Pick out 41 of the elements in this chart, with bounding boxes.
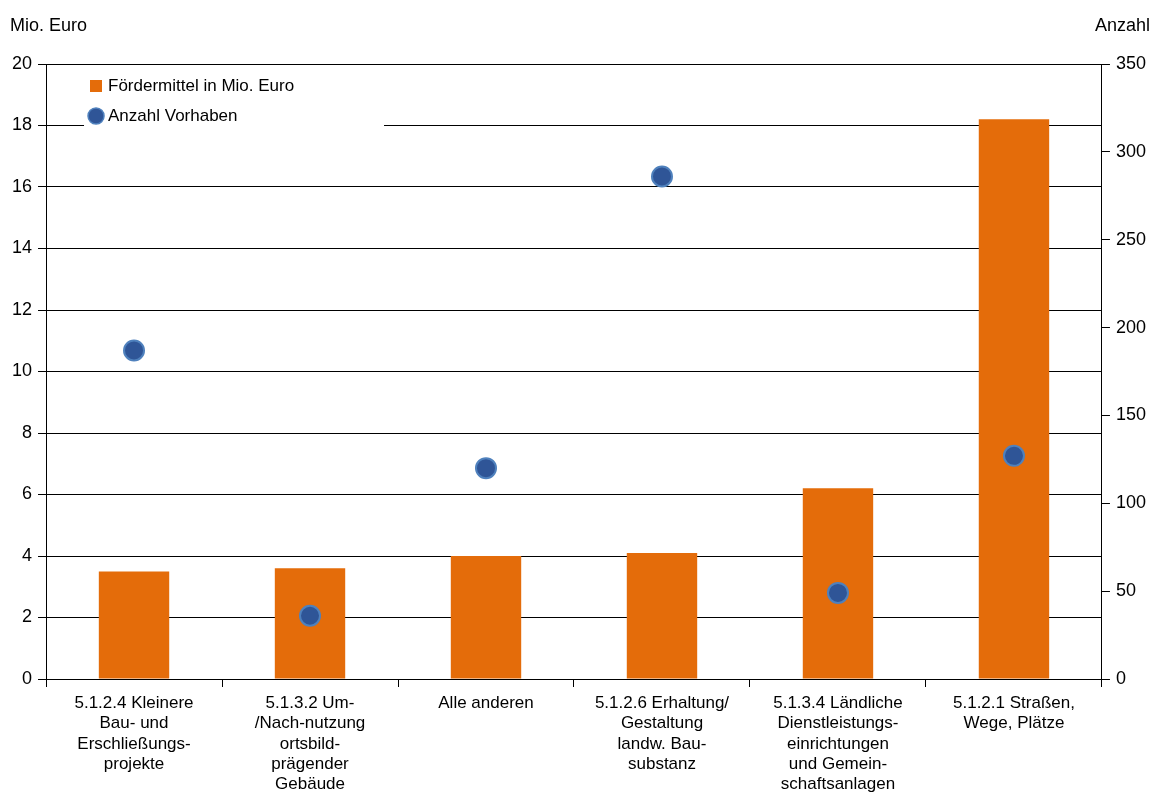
x-tick-label: Alle anderen (438, 692, 534, 712)
point (123, 339, 146, 362)
y-tick-label: 18 (11, 114, 33, 135)
y2-tick-label: 100 (1115, 492, 1147, 513)
point (1002, 444, 1025, 467)
y-tick-label: 10 (11, 360, 33, 381)
x-tick-label: 5.1.2.1 Straßen, Wege, Plätze (953, 692, 1075, 733)
legend-label: Anzahl Vorhaben (108, 105, 238, 125)
bar (98, 571, 170, 679)
y-tick-label: 8 (22, 421, 33, 442)
bar (274, 568, 346, 679)
y-tick-label: 2 (22, 606, 33, 627)
y2-tick-label: 250 (1115, 228, 1147, 249)
y-tick-label: 4 (22, 544, 33, 565)
point (475, 457, 497, 480)
point (650, 165, 673, 188)
y2-tick-label: 150 (1115, 404, 1147, 425)
y-tick-label: 20 (11, 52, 33, 73)
y-axis-title: Mio. Euro (10, 14, 88, 35)
y2-tick-label: 200 (1115, 316, 1147, 337)
bar (802, 488, 874, 679)
point (826, 581, 849, 604)
y2-axis-title: Anzahl (1094, 14, 1150, 35)
y2-tick-label: 300 (1115, 140, 1147, 161)
y-tick-label: 6 (22, 483, 33, 504)
y-tick-label: 16 (11, 175, 33, 196)
y-tick-label: 12 (11, 298, 33, 319)
x-tick-label: 5.1.3.4 Ländliche Dienstleistungs-einrichtungen und Gemein-schaftsanlagen (773, 692, 903, 794)
y2-tick-label: 0 (1115, 667, 1126, 688)
bar (450, 556, 522, 679)
y2-tick-label: 350 (1115, 52, 1147, 73)
y-tick-label: 14 (11, 237, 33, 258)
y2-tick-label: 50 (1115, 580, 1136, 601)
point (299, 604, 322, 627)
bar (978, 119, 1050, 679)
y-tick-label: 0 (22, 667, 33, 688)
x-tick-label: 5.1.3.2 Um-/Nach-nutzung ortsbild-prägender Gebäude (254, 692, 366, 794)
x-tick-label: 5.1.2.4 Kleinere Bau- und Erschließungs-projekte (74, 692, 194, 774)
legend-label: Fördermittel in Mio. Euro (108, 75, 295, 95)
x-tick-label: 5.1.2.6 Erhaltung/ Gestaltung landw. Bau-substanz (594, 692, 730, 774)
bar (626, 552, 698, 679)
